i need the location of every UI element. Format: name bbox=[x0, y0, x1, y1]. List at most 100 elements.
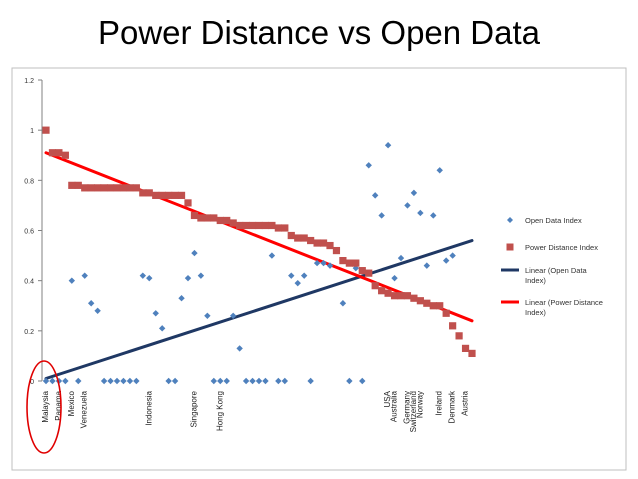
power-distance-point bbox=[339, 257, 347, 265]
open-data-point bbox=[229, 312, 237, 319]
power-distance-point bbox=[55, 149, 63, 157]
slide-title: Power Distance vs Open Data bbox=[97, 14, 541, 51]
open-data-point bbox=[152, 310, 159, 317]
open-data-point bbox=[275, 377, 282, 385]
power-distance-point bbox=[294, 234, 302, 242]
power-distance-point bbox=[307, 236, 315, 245]
power-distance-point bbox=[68, 181, 76, 189]
highlight bbox=[26, 360, 62, 454]
power-distance-point bbox=[210, 214, 218, 222]
power-distance-point bbox=[197, 214, 205, 222]
power-distance-point bbox=[358, 267, 366, 275]
power-distance-point bbox=[126, 184, 134, 192]
open-data-point bbox=[204, 312, 211, 319]
x-category-label: Hong Kong bbox=[215, 391, 224, 431]
open-data-point bbox=[68, 277, 76, 284]
power-distance-point bbox=[268, 221, 276, 230]
open-data-point bbox=[75, 377, 82, 385]
power-distance-point bbox=[42, 126, 50, 134]
power-distance-point bbox=[139, 189, 147, 197]
legend-marker-diamond bbox=[507, 217, 513, 223]
open-data-point bbox=[146, 274, 153, 282]
power-distance-point bbox=[106, 184, 115, 192]
open-data-point bbox=[94, 307, 101, 314]
power-distance-point bbox=[236, 221, 244, 230]
open-data-point bbox=[184, 274, 192, 282]
power-distance-point bbox=[171, 191, 179, 199]
open-data-point bbox=[120, 377, 127, 385]
power-distance-point bbox=[248, 221, 257, 230]
y-axis: 0 0.2 0.4 0.6 0.8 1 1.2 bbox=[24, 78, 43, 386]
open-data-point bbox=[81, 272, 88, 279]
power-distance-point bbox=[429, 302, 437, 310]
power-distance-point bbox=[345, 259, 353, 267]
trendline bbox=[44, 239, 474, 380]
x-category-label: Panama bbox=[54, 390, 63, 420]
power-distance-point bbox=[390, 292, 399, 300]
open-data-point bbox=[268, 252, 276, 259]
open-data-point bbox=[158, 325, 166, 332]
open-data-point bbox=[262, 377, 269, 385]
x-category-label: Indonesia bbox=[144, 390, 153, 425]
open-data-point bbox=[300, 272, 308, 279]
legend-label: Linear (Power Distance bbox=[525, 298, 603, 307]
power-distance-point bbox=[81, 184, 89, 192]
power-distance-point bbox=[216, 216, 224, 225]
power-distance-point bbox=[455, 332, 463, 340]
power-distance-point bbox=[378, 287, 386, 295]
power-distance-point bbox=[94, 184, 102, 192]
power-distance-series bbox=[42, 126, 476, 358]
open-data-point bbox=[442, 257, 450, 264]
x-category-label: Singapore bbox=[189, 390, 198, 427]
power-distance-point bbox=[177, 191, 186, 199]
y-tick-label: 0.8 bbox=[24, 178, 34, 185]
open-data-point bbox=[191, 249, 198, 257]
y-tick-label: 0.6 bbox=[24, 229, 34, 236]
open-data-point bbox=[55, 377, 63, 385]
open-data-point bbox=[391, 274, 398, 282]
power-distance-point bbox=[100, 184, 108, 192]
power-distance-point bbox=[48, 149, 57, 157]
power-distance-point bbox=[397, 292, 405, 300]
power-distance-point bbox=[352, 259, 360, 267]
legend-label: Open Data Index bbox=[525, 216, 582, 225]
open-data-point bbox=[404, 202, 411, 209]
x-category-label: Norway bbox=[415, 391, 424, 418]
power-distance-point bbox=[326, 241, 334, 250]
power-distance-point bbox=[255, 221, 263, 230]
open-data-point bbox=[430, 212, 437, 219]
power-distance-point bbox=[113, 184, 121, 192]
power-distance-point bbox=[319, 239, 328, 247]
open-data-point bbox=[165, 377, 172, 385]
open-data-point bbox=[107, 377, 114, 385]
open-data-point bbox=[242, 377, 250, 385]
open-data-point bbox=[249, 377, 256, 385]
open-data-point bbox=[87, 300, 95, 307]
open-data-series bbox=[42, 142, 456, 385]
power-distance-point bbox=[300, 234, 308, 242]
y-tick-label: 0.2 bbox=[24, 329, 34, 336]
x-category-label: Austria bbox=[461, 390, 470, 415]
open-data-point bbox=[42, 377, 50, 385]
open-data-point bbox=[126, 377, 134, 385]
power-distance-point bbox=[145, 189, 153, 197]
x-category-label: Australia bbox=[390, 390, 399, 422]
power-distance-point bbox=[132, 184, 140, 192]
x-category-label: Switzerland bbox=[409, 391, 418, 432]
y-tick-label: 1 bbox=[30, 128, 34, 135]
open-data-point bbox=[49, 377, 56, 385]
y-tick-label: 0.4 bbox=[24, 279, 34, 286]
legend-label: Power Distance Index bbox=[525, 243, 598, 252]
open-data-point bbox=[210, 377, 218, 385]
open-data-point bbox=[294, 279, 301, 287]
y-tick-label: 0 bbox=[30, 379, 34, 386]
open-data-point bbox=[113, 377, 121, 385]
power-distance-point bbox=[442, 309, 450, 317]
y-tick-label: 1.2 bbox=[24, 78, 34, 85]
power-distance-point bbox=[229, 219, 237, 227]
open-data-point bbox=[223, 377, 230, 385]
open-data-point bbox=[397, 254, 405, 262]
power-distance-point bbox=[74, 181, 82, 189]
power-distance-point bbox=[203, 214, 211, 222]
open-data-point bbox=[133, 377, 140, 385]
